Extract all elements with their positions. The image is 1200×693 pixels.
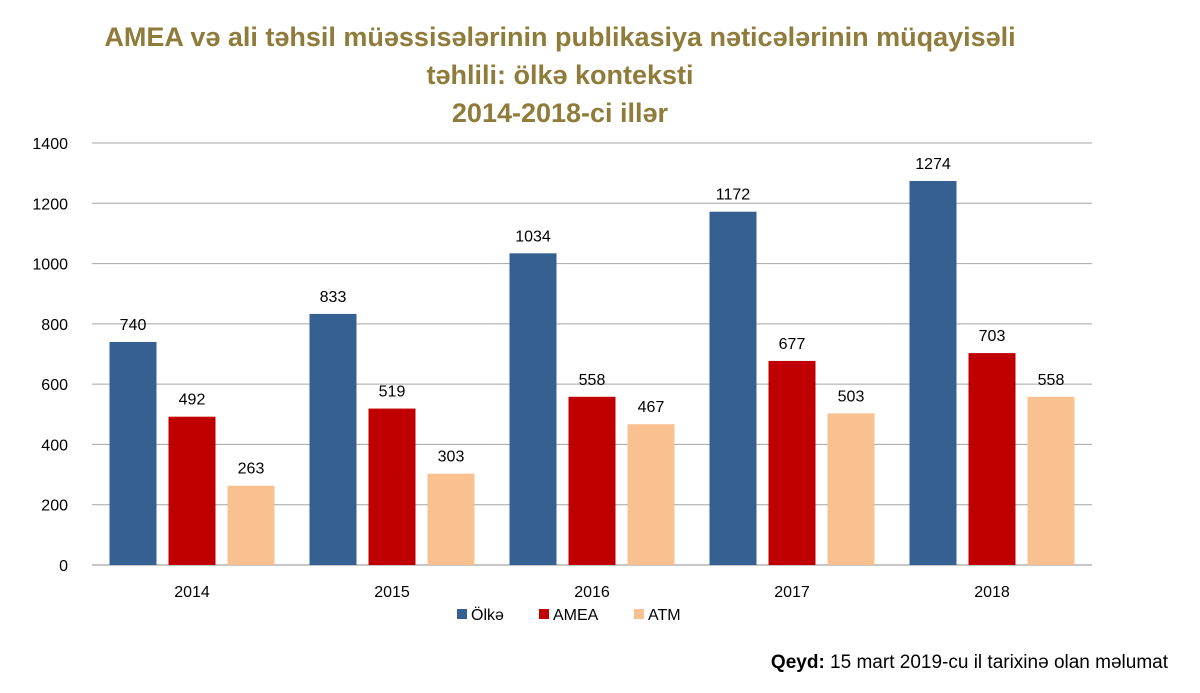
bar bbox=[627, 424, 675, 565]
bar bbox=[827, 413, 875, 565]
x-tick-label: 2016 bbox=[574, 584, 610, 601]
y-axis: 0 200 400 600 800 1000 1200 1400 bbox=[32, 136, 68, 575]
title-line-2: təhlili: ölkə konteksti bbox=[426, 60, 694, 90]
y-tick-label: 1400 bbox=[32, 136, 68, 153]
data-label: 263 bbox=[238, 461, 265, 478]
legend-swatch bbox=[634, 609, 644, 619]
data-label: 703 bbox=[979, 328, 1006, 345]
data-label: 303 bbox=[438, 449, 465, 466]
data-label: 558 bbox=[1038, 372, 1065, 389]
y-tick-label: 800 bbox=[41, 317, 68, 334]
data-label: 677 bbox=[779, 336, 806, 353]
bar bbox=[768, 360, 816, 565]
data-label: 519 bbox=[379, 384, 406, 401]
data-label: 492 bbox=[179, 392, 206, 409]
bar bbox=[509, 253, 557, 565]
y-tick-label: 1200 bbox=[32, 196, 68, 213]
footnote: Qeyd: 15 mart 2019-cu il tarixinə olan m… bbox=[771, 652, 1168, 674]
data-label: 833 bbox=[320, 289, 347, 306]
bar bbox=[427, 473, 475, 565]
legend-label: AMEA bbox=[553, 607, 599, 624]
data-label: 740 bbox=[120, 317, 147, 334]
bar bbox=[909, 180, 957, 566]
bar bbox=[968, 353, 1016, 565]
bar bbox=[709, 211, 757, 565]
bars bbox=[109, 180, 1075, 566]
data-labels: 740 492 263 833 519 303 1034 558 467 1172 677 503 12… bbox=[120, 156, 1065, 478]
legend: Ölkə AMEA ATM bbox=[457, 606, 681, 624]
bar bbox=[168, 416, 216, 565]
title-line-1: AMEA və ali təhsil müəssisələrinin publi… bbox=[104, 22, 1016, 52]
y-tick-label: 0 bbox=[59, 558, 68, 575]
bar bbox=[1027, 396, 1075, 565]
data-label: 1274 bbox=[915, 156, 951, 173]
data-label: 1034 bbox=[515, 228, 551, 245]
x-axis: 2014 2015 2016 2017 2018 bbox=[174, 584, 1010, 601]
y-tick-label: 1000 bbox=[32, 257, 68, 274]
footnote-text: 15 mart 2019-cu il tarixinə olan məlumat bbox=[824, 652, 1168, 673]
y-tick-label: 400 bbox=[41, 437, 68, 454]
legend-label: ATM bbox=[648, 607, 681, 624]
chart-title: AMEA və ali təhsil müəssisələrinin publi… bbox=[0, 18, 1120, 132]
bar bbox=[568, 396, 616, 565]
legend-label: Ölkə bbox=[471, 606, 504, 624]
title-line-3: 2014-2018-ci illər bbox=[451, 98, 669, 128]
legend-swatch bbox=[539, 609, 549, 619]
data-label: 467 bbox=[638, 399, 665, 416]
bar bbox=[309, 313, 357, 565]
x-tick-label: 2014 bbox=[174, 584, 210, 601]
data-label: 558 bbox=[579, 372, 606, 389]
y-tick-label: 200 bbox=[41, 498, 68, 515]
bar bbox=[227, 485, 275, 565]
footnote-label: Qeyd: bbox=[770, 652, 825, 673]
bar bbox=[109, 341, 157, 565]
data-label: 1172 bbox=[716, 187, 751, 204]
legend-swatch bbox=[457, 609, 467, 619]
data-label: 503 bbox=[838, 388, 865, 405]
y-tick-label: 600 bbox=[41, 377, 68, 394]
bar bbox=[368, 408, 416, 565]
x-tick-label: 2015 bbox=[374, 584, 410, 601]
x-tick-label: 2017 bbox=[774, 584, 810, 601]
x-tick-label: 2018 bbox=[974, 584, 1010, 601]
